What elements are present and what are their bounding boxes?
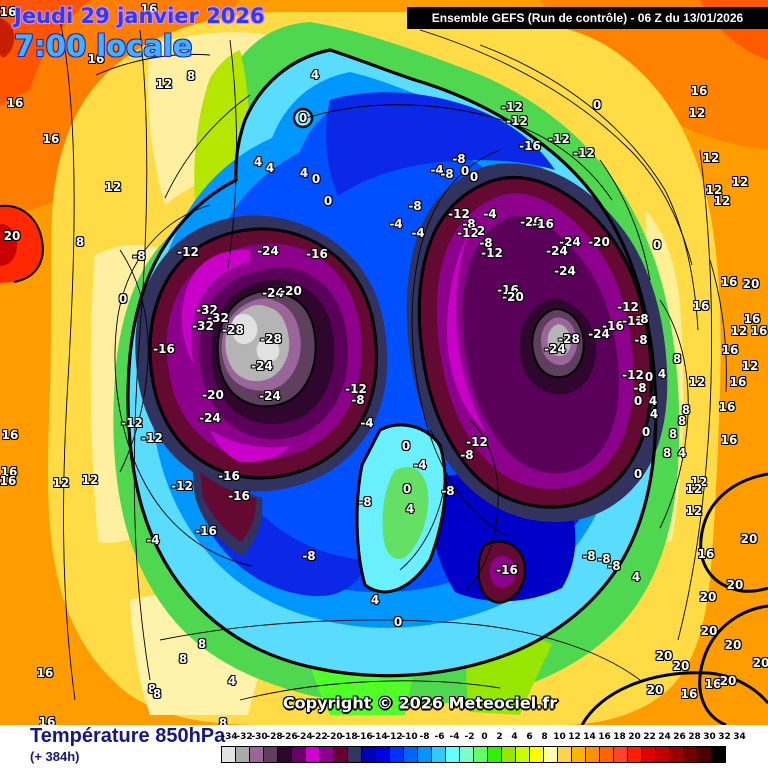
colorbar-cell	[585, 746, 600, 763]
colorbar-tick: -30	[251, 732, 268, 742]
colorbar-ticks: -34 -32 -30 -28 -26 -24 -22 -20 -18 -16 -14 -12 -10-…	[221, 732, 768, 743]
colorbar-cell	[249, 746, 264, 763]
colorbar-cell	[599, 746, 614, 763]
colorbar-cell	[235, 746, 250, 763]
lead-time: (+ 384h)	[30, 749, 80, 764]
colorbar-tick: 28	[688, 732, 701, 742]
colorbar-cell	[487, 746, 502, 763]
colorbar-cell	[361, 746, 376, 763]
colorbar-cell	[221, 746, 236, 763]
cold-core-east	[406, 163, 668, 522]
contours-thin	[59, 19, 727, 701]
cold-core-west	[135, 215, 388, 556]
colorbar-tick: -34	[221, 732, 238, 742]
date-block: Jeudi 29 janvier 2026 7:00 locale	[14, 4, 265, 63]
colorbar-tick: 34	[733, 732, 746, 742]
colorbar-tick: -26	[281, 732, 298, 742]
colorbar-tick: 14	[583, 732, 596, 742]
colorbar-tick: -32	[236, 732, 253, 742]
model-banner: Ensemble GEFS (Run de contrôle) - 06 Z d…	[407, 7, 768, 29]
colorbar-cell	[277, 746, 292, 763]
colorbar-tick: -28	[266, 732, 283, 742]
colorbar-cell	[515, 746, 530, 763]
colorbar-tick: 2	[496, 732, 503, 742]
colorbar-tick: 20	[628, 732, 641, 742]
colorbar-cell	[627, 746, 642, 763]
colorbar-cell	[501, 746, 516, 763]
colorbar-tick: 4	[511, 732, 518, 742]
colorbar-tick: 8	[541, 732, 548, 742]
colorbar-cell	[417, 746, 432, 763]
colorbar-tick: 16	[598, 732, 611, 742]
colorbar-tick: -14	[371, 732, 388, 742]
colorbar-cell	[305, 746, 320, 763]
colorbar-tick: -6	[434, 732, 445, 742]
colorbar-cell	[333, 746, 348, 763]
colorbar-cell	[697, 746, 712, 763]
colorbar-tick: 18	[613, 732, 626, 742]
colorbar-tick: -20	[326, 732, 343, 742]
colorbar-cell	[557, 746, 572, 763]
colorbar-tick: 12	[568, 732, 581, 742]
colorbar-cell	[669, 746, 684, 763]
contours-thick	[0, 48, 768, 727]
colorbar-tick: 26	[673, 732, 686, 742]
colorbar-cell	[711, 746, 726, 763]
colorbar-cell	[529, 746, 544, 763]
copyright: Copyright © 2026 Meteociel.fr	[282, 693, 558, 713]
cold-spot-se-europe	[478, 541, 526, 603]
colorbar-tick: 6	[526, 732, 533, 742]
colorbar-cell	[403, 746, 418, 763]
parameter-title: Température 850hPa	[30, 725, 226, 747]
colorbar-tick: 32	[718, 732, 731, 742]
colorbar-cell	[319, 746, 334, 763]
colorbar-cell	[431, 746, 446, 763]
colorbar-cell	[613, 746, 628, 763]
color-scale: -34 -32 -30 -28 -26 -24 -22 -20 -18 -16 -14 -12 -10-…	[221, 725, 768, 768]
colorbar-tick: -4	[449, 732, 460, 742]
colorbar-tick: -18	[341, 732, 358, 742]
colorbar-cell	[291, 746, 306, 763]
colorbar-tick: 22	[643, 732, 656, 742]
colorbar-tick: -8	[419, 732, 430, 742]
colorbar-tick: -24	[296, 732, 313, 742]
colorbar-cell	[473, 746, 488, 763]
run-date: Jeudi 29 janvier 2026	[14, 4, 265, 28]
colorbar-tick: 30	[703, 732, 716, 742]
colorbar-tick: -22	[311, 732, 328, 742]
colorbar-cell	[389, 746, 404, 763]
colorbar-tick: 0	[481, 732, 488, 742]
colorbar-tick: -12	[386, 732, 403, 742]
colorbar-tick: 10	[553, 732, 566, 742]
colorbar-cell	[445, 746, 460, 763]
colorbar-cells	[221, 746, 726, 763]
colorbar-cell	[263, 746, 278, 763]
colorbar-cell	[347, 746, 362, 763]
colorbar-cell	[641, 746, 656, 763]
colorbar-cell	[655, 746, 670, 763]
colorbar-tick: 24	[658, 732, 671, 742]
colorbar-tick: -16	[356, 732, 373, 742]
colorbar-cell	[459, 746, 474, 763]
colorbar-cell	[571, 746, 586, 763]
colorbar-cell	[543, 746, 558, 763]
footer-bar: Température 850hPa (+ 384h) -34 -32 -30 -28…	[0, 725, 768, 768]
colorbar-cell	[375, 746, 390, 763]
local-time: 7:00 locale	[14, 29, 193, 63]
colorbar-cell	[683, 746, 698, 763]
colorbar-tick: -2	[464, 732, 475, 742]
colorbar-tick: -10	[401, 732, 418, 742]
